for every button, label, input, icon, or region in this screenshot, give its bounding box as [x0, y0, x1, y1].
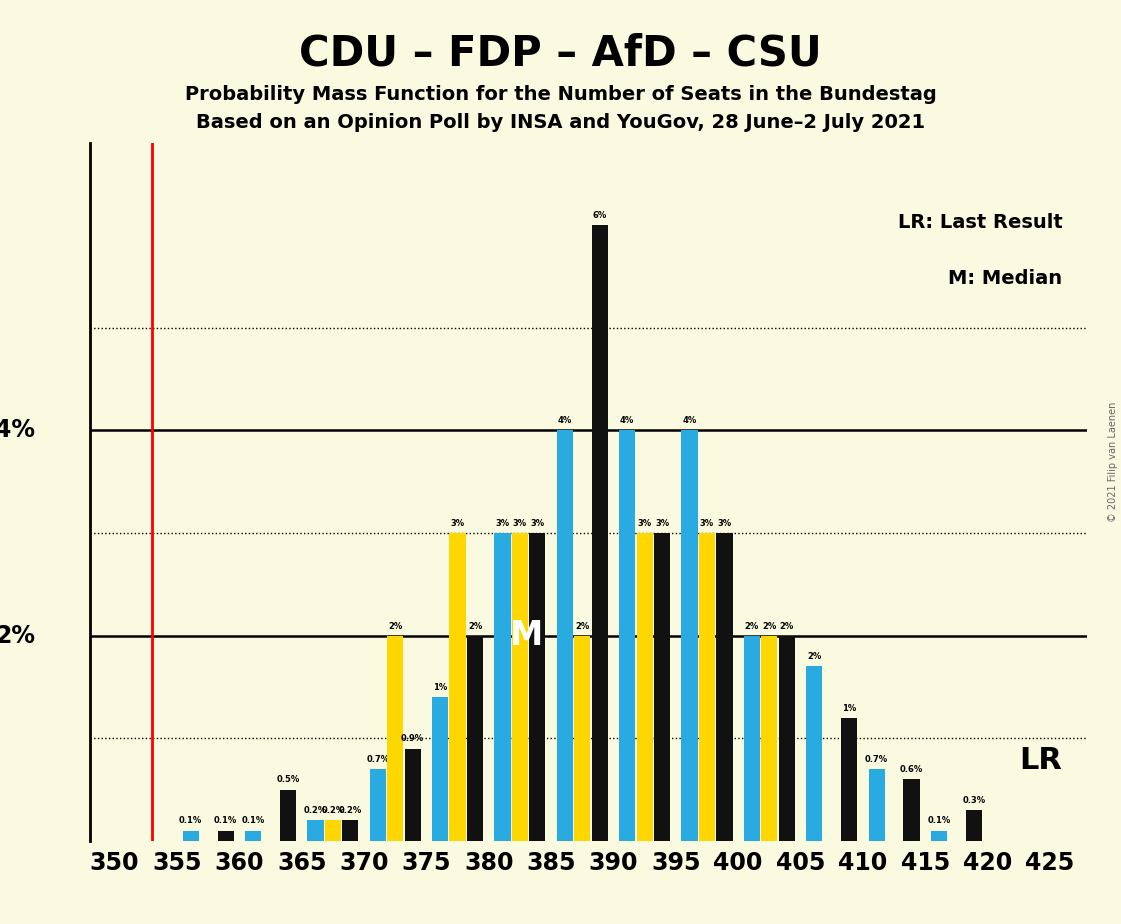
- Text: M: Median: M: Median: [948, 269, 1063, 287]
- Text: LR: Last Result: LR: Last Result: [898, 213, 1063, 232]
- Text: 1%: 1%: [842, 703, 856, 712]
- Bar: [370, 769, 386, 841]
- Bar: [744, 636, 760, 841]
- Bar: [966, 810, 982, 841]
- Text: 3%: 3%: [700, 519, 714, 528]
- Text: 0.2%: 0.2%: [339, 807, 362, 815]
- Bar: [494, 533, 510, 841]
- Text: 0.1%: 0.1%: [179, 817, 202, 825]
- Text: 2%: 2%: [0, 624, 35, 648]
- Bar: [280, 789, 296, 841]
- Text: 0.1%: 0.1%: [241, 817, 265, 825]
- Bar: [637, 533, 652, 841]
- Text: CDU – FDP – AfD – CSU: CDU – FDP – AfD – CSU: [299, 32, 822, 74]
- Text: 0.5%: 0.5%: [277, 775, 299, 784]
- Bar: [245, 831, 261, 841]
- Text: 2%: 2%: [388, 622, 402, 630]
- Bar: [405, 748, 420, 841]
- Text: 2%: 2%: [807, 652, 822, 662]
- Text: 2%: 2%: [467, 622, 482, 630]
- Bar: [592, 225, 608, 841]
- Text: 3%: 3%: [530, 519, 545, 528]
- Text: M: M: [510, 619, 543, 652]
- Text: 0.2%: 0.2%: [322, 807, 344, 815]
- Text: 3%: 3%: [717, 519, 732, 528]
- Text: LR: LR: [1020, 746, 1063, 775]
- Bar: [574, 636, 591, 841]
- Bar: [183, 831, 198, 841]
- Bar: [761, 636, 778, 841]
- Text: 6%: 6%: [593, 212, 606, 220]
- Text: 3%: 3%: [451, 519, 464, 528]
- Bar: [779, 636, 795, 841]
- Text: 1%: 1%: [433, 683, 447, 692]
- Text: Probability Mass Function for the Number of Seats in the Bundestag: Probability Mass Function for the Number…: [185, 85, 936, 104]
- Bar: [325, 821, 341, 841]
- Text: 4%: 4%: [683, 417, 696, 425]
- Bar: [716, 533, 732, 841]
- Bar: [450, 533, 465, 841]
- Bar: [904, 779, 919, 841]
- Text: 0.3%: 0.3%: [962, 796, 985, 805]
- Text: 4%: 4%: [0, 419, 35, 443]
- Text: 2%: 2%: [744, 622, 759, 630]
- Bar: [467, 636, 483, 841]
- Bar: [432, 698, 448, 841]
- Text: 0.9%: 0.9%: [401, 735, 424, 744]
- Bar: [682, 431, 697, 841]
- Text: Based on an Opinion Poll by INSA and YouGov, 28 June–2 July 2021: Based on an Opinion Poll by INSA and You…: [196, 113, 925, 132]
- Bar: [841, 718, 858, 841]
- Bar: [342, 821, 359, 841]
- Bar: [619, 431, 636, 841]
- Text: 0.2%: 0.2%: [304, 807, 327, 815]
- Text: 3%: 3%: [655, 519, 669, 528]
- Text: 0.7%: 0.7%: [865, 755, 888, 764]
- Text: 0.6%: 0.6%: [900, 765, 924, 774]
- Text: 2%: 2%: [575, 622, 590, 630]
- Text: © 2021 Filip van Laenen: © 2021 Filip van Laenen: [1109, 402, 1118, 522]
- Text: 4%: 4%: [620, 417, 634, 425]
- Text: 2%: 2%: [780, 622, 794, 630]
- Text: 3%: 3%: [638, 519, 651, 528]
- Bar: [387, 636, 404, 841]
- Bar: [529, 533, 546, 841]
- Bar: [869, 769, 884, 841]
- Text: 4%: 4%: [558, 417, 572, 425]
- Bar: [307, 821, 324, 841]
- Text: 0.7%: 0.7%: [367, 755, 389, 764]
- Text: 0.1%: 0.1%: [927, 817, 951, 825]
- Text: 2%: 2%: [762, 622, 777, 630]
- Bar: [557, 431, 573, 841]
- Bar: [930, 831, 947, 841]
- Text: 0.1%: 0.1%: [214, 817, 238, 825]
- Text: 3%: 3%: [495, 519, 510, 528]
- Bar: [698, 533, 715, 841]
- Text: 3%: 3%: [513, 519, 527, 528]
- Bar: [806, 666, 823, 841]
- Bar: [512, 533, 528, 841]
- Bar: [654, 533, 670, 841]
- Bar: [217, 831, 233, 841]
